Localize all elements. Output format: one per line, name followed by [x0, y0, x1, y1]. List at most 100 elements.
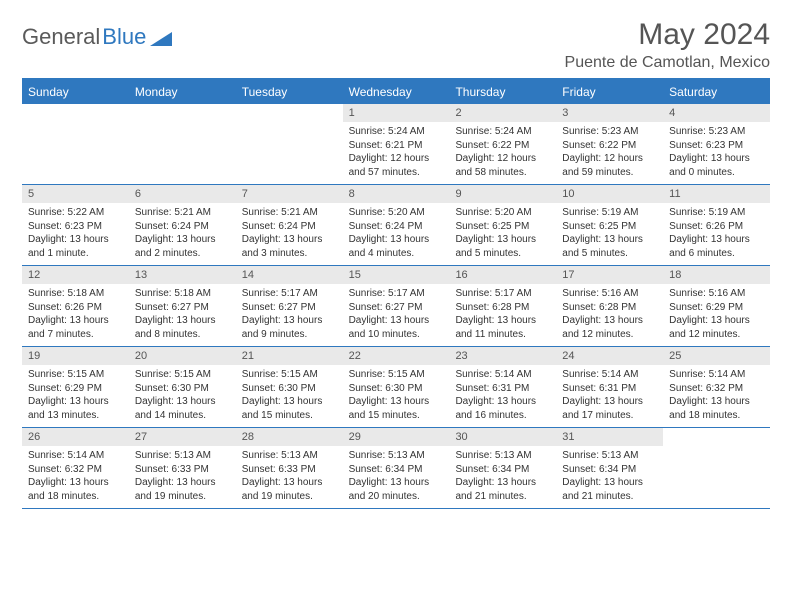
day-header-friday: Friday [556, 80, 663, 104]
sunset-text: Sunset: 6:32 PM [28, 463, 123, 477]
sunset-text: Sunset: 6:30 PM [242, 382, 337, 396]
day-cell [22, 104, 129, 184]
sunrise-text: Sunrise: 5:14 AM [669, 368, 764, 382]
sunset-text: Sunset: 6:29 PM [28, 382, 123, 396]
title-block: May 2024 Puente de Camotlan, Mexico [565, 18, 770, 72]
sunset-text: Sunset: 6:28 PM [562, 301, 657, 315]
day-cell: 20Sunrise: 5:15 AMSunset: 6:30 PMDayligh… [129, 347, 236, 427]
day-number: 13 [129, 266, 236, 284]
sunrise-text: Sunrise: 5:20 AM [455, 206, 550, 220]
sunrise-text: Sunrise: 5:13 AM [455, 449, 550, 463]
day-body: Sunrise: 5:24 AMSunset: 6:21 PMDaylight:… [343, 122, 450, 184]
day-number: 3 [556, 104, 663, 122]
day-body: Sunrise: 5:18 AMSunset: 6:27 PMDaylight:… [129, 284, 236, 346]
daylight-text: Daylight: 13 hours and 10 minutes. [349, 314, 444, 341]
sunrise-text: Sunrise: 5:24 AM [349, 125, 444, 139]
day-body: Sunrise: 5:16 AMSunset: 6:29 PMDaylight:… [663, 284, 770, 346]
daylight-text: Daylight: 13 hours and 15 minutes. [349, 395, 444, 422]
day-body: Sunrise: 5:14 AMSunset: 6:31 PMDaylight:… [449, 365, 556, 427]
sunrise-text: Sunrise: 5:14 AM [455, 368, 550, 382]
daylight-text: Daylight: 13 hours and 21 minutes. [562, 476, 657, 503]
day-number: 8 [343, 185, 450, 203]
weeks-container: 1Sunrise: 5:24 AMSunset: 6:21 PMDaylight… [22, 104, 770, 509]
day-cell: 19Sunrise: 5:15 AMSunset: 6:29 PMDayligh… [22, 347, 129, 427]
day-number: 5 [22, 185, 129, 203]
daylight-text: Daylight: 13 hours and 21 minutes. [455, 476, 550, 503]
week-row: 26Sunrise: 5:14 AMSunset: 6:32 PMDayligh… [22, 428, 770, 509]
day-cell: 23Sunrise: 5:14 AMSunset: 6:31 PMDayligh… [449, 347, 556, 427]
day-body: Sunrise: 5:19 AMSunset: 6:26 PMDaylight:… [663, 203, 770, 265]
logo-text-2: Blue [102, 24, 146, 50]
day-cell: 13Sunrise: 5:18 AMSunset: 6:27 PMDayligh… [129, 266, 236, 346]
day-body: Sunrise: 5:14 AMSunset: 6:32 PMDaylight:… [22, 446, 129, 508]
daylight-text: Daylight: 12 hours and 57 minutes. [349, 152, 444, 179]
day-cell: 4Sunrise: 5:23 AMSunset: 6:23 PMDaylight… [663, 104, 770, 184]
day-number: 9 [449, 185, 556, 203]
day-header-thursday: Thursday [449, 80, 556, 104]
day-cell: 29Sunrise: 5:13 AMSunset: 6:34 PMDayligh… [343, 428, 450, 508]
sunrise-text: Sunrise: 5:18 AM [135, 287, 230, 301]
day-number: 22 [343, 347, 450, 365]
sunrise-text: Sunrise: 5:17 AM [455, 287, 550, 301]
day-number: 24 [556, 347, 663, 365]
daylight-text: Daylight: 13 hours and 3 minutes. [242, 233, 337, 260]
day-cell: 25Sunrise: 5:14 AMSunset: 6:32 PMDayligh… [663, 347, 770, 427]
sunrise-text: Sunrise: 5:16 AM [669, 287, 764, 301]
sunset-text: Sunset: 6:34 PM [562, 463, 657, 477]
sunset-text: Sunset: 6:22 PM [562, 139, 657, 153]
daylight-text: Daylight: 13 hours and 18 minutes. [669, 395, 764, 422]
sunset-text: Sunset: 6:23 PM [28, 220, 123, 234]
day-number: 6 [129, 185, 236, 203]
day-cell: 10Sunrise: 5:19 AMSunset: 6:25 PMDayligh… [556, 185, 663, 265]
day-body: Sunrise: 5:17 AMSunset: 6:27 PMDaylight:… [236, 284, 343, 346]
day-number: 29 [343, 428, 450, 446]
day-header-monday: Monday [129, 80, 236, 104]
sunrise-text: Sunrise: 5:23 AM [669, 125, 764, 139]
sunset-text: Sunset: 6:24 PM [242, 220, 337, 234]
day-cell: 24Sunrise: 5:14 AMSunset: 6:31 PMDayligh… [556, 347, 663, 427]
day-body: Sunrise: 5:17 AMSunset: 6:27 PMDaylight:… [343, 284, 450, 346]
day-number: 7 [236, 185, 343, 203]
sunset-text: Sunset: 6:26 PM [669, 220, 764, 234]
day-body: Sunrise: 5:13 AMSunset: 6:33 PMDaylight:… [129, 446, 236, 508]
day-cell: 9Sunrise: 5:20 AMSunset: 6:25 PMDaylight… [449, 185, 556, 265]
sunrise-text: Sunrise: 5:15 AM [242, 368, 337, 382]
day-cell: 12Sunrise: 5:18 AMSunset: 6:26 PMDayligh… [22, 266, 129, 346]
daylight-text: Daylight: 13 hours and 7 minutes. [28, 314, 123, 341]
day-body: Sunrise: 5:17 AMSunset: 6:28 PMDaylight:… [449, 284, 556, 346]
daylight-text: Daylight: 12 hours and 58 minutes. [455, 152, 550, 179]
day-body: Sunrise: 5:13 AMSunset: 6:34 PMDaylight:… [343, 446, 450, 508]
calendar-grid: SundayMondayTuesdayWednesdayThursdayFrid… [22, 78, 770, 509]
daylight-text: Daylight: 13 hours and 0 minutes. [669, 152, 764, 179]
day-header-wednesday: Wednesday [343, 80, 450, 104]
daylight-text: Daylight: 13 hours and 12 minutes. [669, 314, 764, 341]
sunrise-text: Sunrise: 5:22 AM [28, 206, 123, 220]
day-number: 28 [236, 428, 343, 446]
sunrise-text: Sunrise: 5:15 AM [135, 368, 230, 382]
day-cell: 15Sunrise: 5:17 AMSunset: 6:27 PMDayligh… [343, 266, 450, 346]
sunrise-text: Sunrise: 5:13 AM [349, 449, 444, 463]
sunset-text: Sunset: 6:31 PM [562, 382, 657, 396]
day-cell: 5Sunrise: 5:22 AMSunset: 6:23 PMDaylight… [22, 185, 129, 265]
week-row: 1Sunrise: 5:24 AMSunset: 6:21 PMDaylight… [22, 104, 770, 185]
daylight-text: Daylight: 13 hours and 5 minutes. [455, 233, 550, 260]
sunset-text: Sunset: 6:32 PM [669, 382, 764, 396]
day-cell: 11Sunrise: 5:19 AMSunset: 6:26 PMDayligh… [663, 185, 770, 265]
sunrise-text: Sunrise: 5:21 AM [242, 206, 337, 220]
day-body: Sunrise: 5:23 AMSunset: 6:22 PMDaylight:… [556, 122, 663, 184]
sunset-text: Sunset: 6:25 PM [562, 220, 657, 234]
day-cell: 3Sunrise: 5:23 AMSunset: 6:22 PMDaylight… [556, 104, 663, 184]
sunrise-text: Sunrise: 5:19 AM [562, 206, 657, 220]
daylight-text: Daylight: 13 hours and 2 minutes. [135, 233, 230, 260]
sunset-text: Sunset: 6:21 PM [349, 139, 444, 153]
day-body: Sunrise: 5:21 AMSunset: 6:24 PMDaylight:… [129, 203, 236, 265]
day-cell [236, 104, 343, 184]
sunrise-text: Sunrise: 5:24 AM [455, 125, 550, 139]
day-cell: 30Sunrise: 5:13 AMSunset: 6:34 PMDayligh… [449, 428, 556, 508]
day-cell: 2Sunrise: 5:24 AMSunset: 6:22 PMDaylight… [449, 104, 556, 184]
day-number: 17 [556, 266, 663, 284]
day-number: 20 [129, 347, 236, 365]
sunrise-text: Sunrise: 5:18 AM [28, 287, 123, 301]
sunset-text: Sunset: 6:33 PM [242, 463, 337, 477]
day-number: 27 [129, 428, 236, 446]
